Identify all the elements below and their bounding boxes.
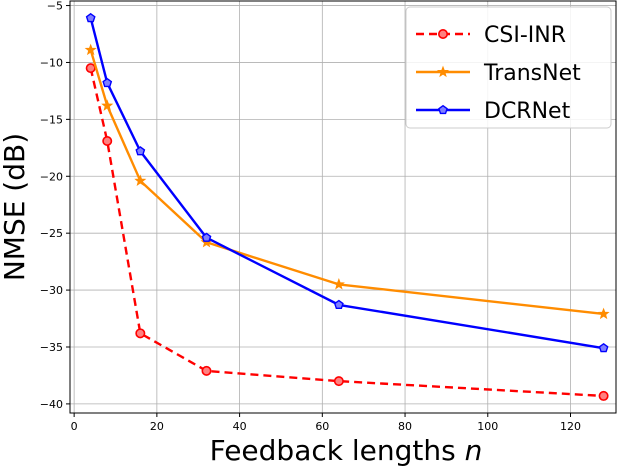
data-point: [135, 328, 146, 339]
data-point: [135, 146, 146, 156]
y-tick-label: −35: [40, 341, 63, 354]
data-point: [598, 342, 609, 353]
data-point: [333, 376, 344, 387]
series-layer: [84, 12, 610, 401]
grid: [70, 1, 616, 413]
data-point: [333, 299, 344, 310]
x-tick-label: 40: [233, 420, 247, 433]
axis-ticks: 0 20 40 60 80 100 120 −40 −35 −30 −25 −20 −15 −10 −5: [40, 0, 581, 433]
legend-label: CSI-INR: [484, 23, 566, 48]
y-tick-label: −25: [40, 227, 63, 240]
series-line: [89, 17, 604, 350]
x-tick-label: 100: [477, 420, 498, 433]
legend-marker: [436, 65, 450, 78]
legend-entry: TransNet: [416, 61, 581, 86]
series-transnet: [84, 43, 610, 320]
data-point: [134, 174, 147, 186]
y-tick-label: −10: [40, 56, 63, 69]
legend-marker: [437, 28, 448, 39]
x-tick-label: 120: [560, 420, 581, 433]
data-point: [598, 390, 609, 401]
y-tick-label: −15: [40, 113, 63, 126]
data-point: [102, 135, 113, 146]
y-tick-label: −30: [40, 284, 63, 297]
legend-entry: CSI-INR: [416, 23, 566, 48]
legend-entry: DCRNet: [416, 99, 571, 124]
data-point: [201, 232, 212, 242]
legend-marker: [438, 104, 448, 115]
y-tick-label: −40: [40, 398, 63, 411]
x-tick-label: 80: [398, 420, 412, 433]
series-dcrnet: [85, 12, 609, 353]
legend-box: [405, 6, 612, 129]
x-tick-label: 0: [71, 420, 78, 433]
y-tick-label: −5: [47, 0, 63, 13]
series-csi-inr: [85, 63, 609, 401]
x-tick-label: 60: [315, 420, 329, 433]
legend-label: DCRNet: [484, 99, 571, 124]
legend-label: TransNet: [483, 61, 581, 86]
plot-frame: [69, 0, 617, 414]
data-point: [201, 365, 212, 376]
data-point: [102, 77, 113, 88]
data-point: [85, 63, 96, 74]
y-tick-label: −20: [40, 170, 63, 183]
data-point: [597, 307, 610, 320]
data-point: [84, 43, 97, 56]
data-point: [332, 278, 345, 290]
data-point: [101, 99, 114, 111]
legend: CSI-INR TransNet DCRNet: [405, 6, 612, 129]
series-line: [89, 67, 604, 398]
x-tick-label: 20: [150, 420, 164, 433]
x-axis-label: Feedback lengths n: [210, 434, 483, 467]
y-axis-label: NMSE (dB): [0, 133, 31, 281]
data-point: [85, 12, 96, 23]
series-line: [89, 49, 604, 316]
